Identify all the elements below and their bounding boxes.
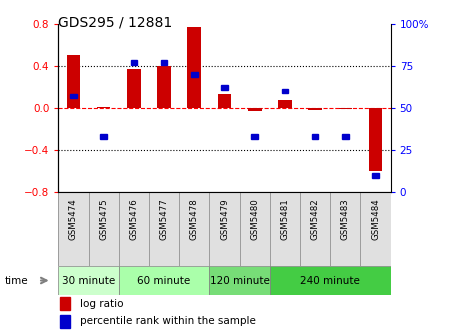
Text: GSM5476: GSM5476 (129, 198, 138, 240)
Bar (60, 314, 70, 328)
Bar (369, 108, 383, 171)
Bar (60, 297, 70, 310)
Bar (308, 108, 322, 110)
Bar (188, 27, 201, 108)
Text: GSM5479: GSM5479 (220, 198, 229, 240)
Bar (161, 60, 167, 65)
Bar (119, 266, 209, 295)
Text: GDS295 / 12881: GDS295 / 12881 (58, 15, 172, 29)
Text: GSM5478: GSM5478 (190, 198, 199, 240)
Bar (97, 107, 110, 108)
Bar (312, 134, 318, 139)
Text: GSM5474: GSM5474 (69, 198, 78, 240)
Text: GSM5482: GSM5482 (311, 198, 320, 240)
Bar (270, 266, 391, 295)
Bar (191, 72, 198, 77)
Text: GSM5477: GSM5477 (159, 198, 168, 240)
Bar (251, 134, 258, 139)
Bar (209, 266, 270, 295)
Bar (221, 85, 228, 90)
Bar (58, 266, 119, 295)
Bar (342, 134, 348, 139)
Text: 240 minute: 240 minute (300, 276, 360, 286)
Bar (282, 89, 288, 93)
Text: GSM5483: GSM5483 (341, 198, 350, 240)
Bar (127, 69, 141, 108)
Text: log ratio: log ratio (80, 299, 123, 309)
Bar (131, 60, 137, 65)
Text: GSM5481: GSM5481 (281, 198, 290, 240)
Bar (372, 173, 379, 178)
Text: 120 minute: 120 minute (210, 276, 269, 286)
Bar (248, 108, 261, 111)
Text: 30 minute: 30 minute (62, 276, 115, 286)
Text: GSM5480: GSM5480 (250, 198, 259, 240)
Bar (218, 94, 231, 108)
Bar (157, 66, 171, 108)
Text: percentile rank within the sample: percentile rank within the sample (80, 316, 256, 326)
Text: GSM5484: GSM5484 (371, 198, 380, 240)
Bar (66, 55, 80, 108)
Bar (70, 94, 77, 98)
Text: 60 minute: 60 minute (137, 276, 191, 286)
Text: GSM5475: GSM5475 (99, 198, 108, 240)
Bar (101, 134, 107, 139)
Text: time: time (4, 276, 28, 286)
Bar (339, 108, 352, 109)
Bar (278, 100, 292, 108)
